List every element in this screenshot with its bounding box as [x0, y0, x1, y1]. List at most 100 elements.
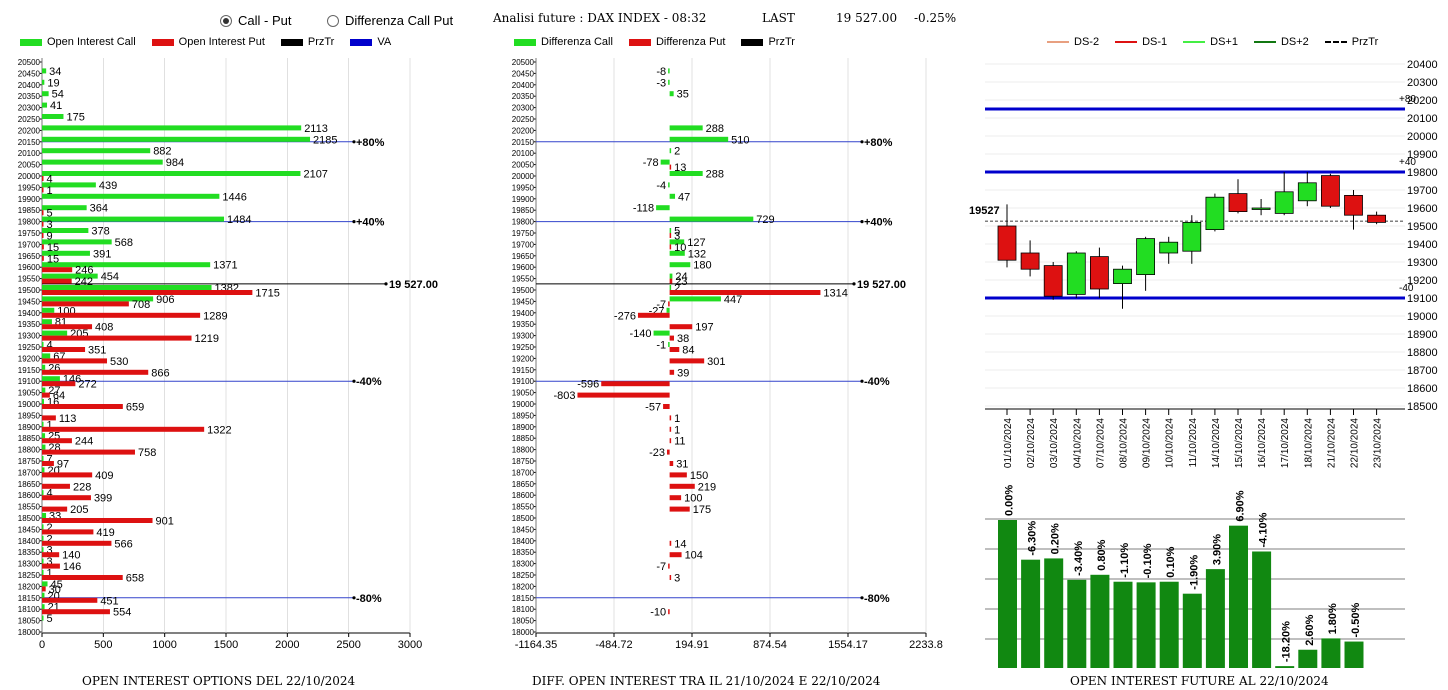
- put-bar: [669, 438, 672, 444]
- call-bar: [42, 444, 46, 450]
- bar-value-label: 758: [138, 447, 156, 459]
- call-bar: [669, 228, 672, 233]
- legend-item: Differenza Put: [628, 36, 725, 48]
- bar-value-label: 23: [675, 276, 687, 288]
- call-bar: [42, 273, 98, 279]
- strike-label: 20300: [18, 104, 41, 113]
- bar-value-label: 5: [674, 226, 680, 238]
- date-label: 10/10/2024: [1165, 418, 1176, 468]
- x-tick-label: 500: [94, 639, 112, 651]
- bar-value-label: 408: [95, 322, 113, 334]
- legend-swatch: [20, 38, 42, 46]
- price-dot: [852, 282, 856, 286]
- call-bar: [42, 513, 47, 518]
- level-label: -80%: [356, 593, 382, 605]
- page-title: Analisi future : DAX INDEX - 08:32: [493, 11, 707, 25]
- oi-bar: [998, 520, 1017, 668]
- strike-label: 19300: [512, 332, 535, 341]
- radio-call-put-label: Call - Put: [238, 13, 292, 28]
- strike-label: 20250: [18, 115, 41, 124]
- bar-value-label: 175: [66, 112, 84, 124]
- call-bar: [42, 216, 225, 222]
- bar-value-label: 9: [47, 231, 53, 243]
- bar-value-label: -6.30%: [1027, 521, 1039, 556]
- legend-item: DS+1: [1183, 36, 1238, 48]
- level-label: -80%: [864, 593, 890, 605]
- price-label: 19 527.00: [389, 279, 438, 291]
- call-bar: [42, 592, 45, 598]
- bar-value-label: 1: [47, 185, 53, 197]
- put-bar: [42, 369, 149, 375]
- put-bar: [669, 461, 674, 466]
- bar-value-label: 242: [75, 276, 93, 288]
- call-bar: [668, 182, 670, 188]
- call-bar: [669, 273, 673, 279]
- legend-swatch: [1115, 41, 1138, 43]
- radio-differenza[interactable]: Differenza Call Put: [327, 13, 453, 28]
- x-tick-label: 2500: [336, 639, 360, 651]
- bar-value-label: 146: [63, 561, 81, 573]
- bar-value-label: 5: [47, 613, 53, 625]
- bar-value-label: 439: [99, 180, 117, 192]
- candle-down: [1228, 193, 1248, 213]
- strike-label: 19550: [18, 275, 41, 284]
- put-bar: [669, 575, 672, 580]
- date-label: 18/10/2024: [1303, 418, 1314, 468]
- put-bar: [42, 552, 60, 558]
- bar-value-label: 1371: [213, 260, 237, 272]
- put-bar: [669, 540, 672, 546]
- strike-label: 18900: [512, 423, 535, 432]
- put-bar: [42, 335, 192, 341]
- strike-label: 18650: [512, 480, 535, 489]
- radio-call-put[interactable]: Call - Put: [220, 13, 291, 28]
- bar-value-label: -1: [656, 340, 666, 352]
- x-tick-label: 1000: [152, 639, 176, 651]
- candle-down: [1043, 265, 1063, 297]
- put-bar: [669, 324, 693, 330]
- bar-value-label: 3: [47, 556, 53, 568]
- strike-label: 19950: [18, 183, 41, 192]
- bar-value-label: 24: [675, 271, 687, 283]
- bar-value-label: -1.10%: [1119, 543, 1131, 578]
- legend-item: VA: [350, 36, 391, 48]
- put-bar: [42, 210, 44, 216]
- strike-label: 19700: [18, 240, 41, 249]
- radio-unselected-icon[interactable]: [327, 14, 339, 27]
- put-bar: [668, 609, 670, 615]
- call-bar: [42, 136, 311, 142]
- date-label: 14/10/2024: [1211, 418, 1222, 468]
- call-bar: [42, 376, 60, 382]
- strike-label: 19000: [18, 400, 41, 409]
- strike-label: 18550: [512, 503, 535, 512]
- date-label: 21/10/2024: [1326, 418, 1337, 468]
- bar-value-label: -78: [643, 157, 659, 169]
- bar-value-label: 219: [698, 481, 716, 493]
- level-label: +40%: [356, 217, 385, 229]
- bar-value-label: 454: [101, 271, 119, 283]
- footer-diff: DIFF. OPEN INTEREST TRA IL 21/10/2024 E …: [532, 674, 881, 688]
- bar-value-label: 1314: [823, 288, 847, 300]
- y-tick-label: 20200: [1407, 95, 1438, 107]
- strike-label: 20200: [18, 126, 41, 135]
- bar-value-label: 1715: [255, 288, 279, 300]
- y-tick-label: 19000: [1407, 311, 1438, 323]
- put-bar: [42, 221, 44, 227]
- put-bar: [669, 233, 672, 238]
- bar-value-label: 30: [49, 584, 61, 596]
- radio-selected-icon[interactable]: [220, 14, 232, 27]
- put-bar: [669, 278, 673, 284]
- bar-value-label: 1: [674, 424, 680, 436]
- call-bar: [42, 171, 301, 176]
- y-tick-label: 18700: [1407, 365, 1438, 377]
- bar-value-label: 35: [677, 89, 689, 101]
- bar-value-label: 13: [674, 162, 686, 174]
- bar-value-label: 1322: [207, 424, 231, 436]
- strike-label: 19250: [512, 343, 535, 352]
- strike-label: 18450: [18, 525, 41, 534]
- strike-label: 19850: [18, 206, 41, 215]
- bar-value-label: 658: [126, 573, 144, 585]
- call-bar: [42, 535, 44, 541]
- call-bar: [42, 262, 211, 268]
- oi-bar: [1275, 666, 1295, 668]
- date-label: 11/10/2024: [1188, 418, 1199, 468]
